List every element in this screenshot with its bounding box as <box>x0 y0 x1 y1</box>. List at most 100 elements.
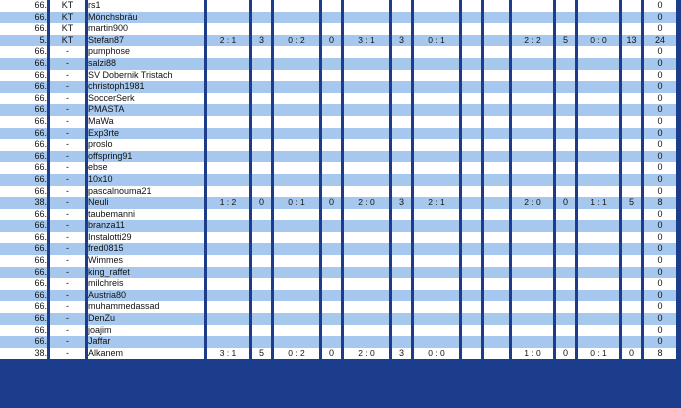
match-points <box>322 289 344 302</box>
match-score <box>578 313 622 325</box>
match-score <box>578 46 622 58</box>
match-points <box>392 0 414 12</box>
region-cell: - <box>50 173 88 186</box>
match-score <box>207 150 252 163</box>
match-score <box>344 208 392 221</box>
match-score: 0 : 1 <box>414 34 462 47</box>
match-score <box>414 231 462 244</box>
match-points <box>556 127 578 140</box>
row-edge <box>679 289 681 302</box>
total-points: 0 <box>644 266 679 279</box>
match-score <box>512 0 556 12</box>
row-edge <box>679 139 681 151</box>
match-points <box>322 255 344 267</box>
match-points <box>556 185 578 198</box>
match-score <box>207 57 252 70</box>
match-score <box>578 150 622 163</box>
match-points <box>622 266 644 279</box>
match-score <box>414 220 462 232</box>
match-points <box>622 81 644 93</box>
match-points: 0 <box>322 197 344 209</box>
region-cell: - <box>50 69 88 82</box>
player-name: Mönchsbräu <box>88 11 207 24</box>
match-score <box>344 104 392 116</box>
player-name: offspring91 <box>88 150 207 163</box>
match-score: 1 : 1 <box>578 197 622 209</box>
match-score <box>414 289 462 302</box>
match-points <box>622 231 644 244</box>
match-score <box>274 162 322 174</box>
player-name: pumphose <box>88 46 207 58</box>
total-points: 0 <box>644 324 679 337</box>
match-score <box>274 243 322 256</box>
player-name: king_raffet <box>88 266 207 279</box>
match-points <box>252 104 274 116</box>
match-score: 0 : 0 <box>414 347 462 360</box>
match-score <box>207 220 252 232</box>
row-edge <box>679 324 681 337</box>
match-points <box>622 150 644 163</box>
row-edge <box>679 197 681 209</box>
match-score: 0 : 1 <box>578 347 622 360</box>
match-score <box>344 313 392 325</box>
match-score <box>512 46 556 58</box>
match-score <box>344 220 392 232</box>
match-points <box>322 23 344 35</box>
match-points <box>322 336 344 348</box>
region-cell: - <box>50 115 88 128</box>
rank-cell: 66. <box>0 57 50 70</box>
total-points: 0 <box>644 313 679 325</box>
row-edge <box>679 104 681 116</box>
match-score <box>207 11 252 24</box>
match-score <box>274 57 322 70</box>
match-score <box>414 243 462 256</box>
rank-cell: 66. <box>0 208 50 221</box>
player-name: DenZu <box>88 313 207 325</box>
region-cell: - <box>50 278 88 290</box>
match-score <box>344 115 392 128</box>
match-points <box>322 0 344 12</box>
match-score <box>207 104 252 116</box>
match-score <box>512 23 556 35</box>
match-points <box>622 139 644 151</box>
table-row: 66. - proslo 0 <box>0 139 681 151</box>
match-score <box>274 324 322 337</box>
match-score <box>207 336 252 348</box>
player-name: Alkanem <box>88 347 207 360</box>
match-score <box>484 139 512 151</box>
player-name: pascalnouma21 <box>88 185 207 198</box>
match-score <box>512 127 556 140</box>
match-score <box>512 336 556 348</box>
match-score <box>512 81 556 93</box>
match-points <box>322 185 344 198</box>
match-score <box>512 139 556 151</box>
match-points <box>252 11 274 24</box>
total-points: 0 <box>644 127 679 140</box>
player-name: rs1 <box>88 0 207 12</box>
match-score <box>578 57 622 70</box>
row-edge <box>679 69 681 82</box>
row-edge <box>679 34 681 47</box>
table-row: 66. - taubemanni 0 <box>0 208 681 221</box>
player-name: Austria80 <box>88 289 207 302</box>
player-name: joajim <box>88 324 207 337</box>
match-score <box>512 208 556 221</box>
table-row: 66. - SoccerSerk 0 <box>0 92 681 105</box>
match-score <box>484 243 512 256</box>
match-points: 5 <box>622 197 644 209</box>
row-edge <box>679 301 681 314</box>
match-points: 5 <box>556 34 578 47</box>
table-row: 66. - milchreis 0 <box>0 278 681 290</box>
match-score <box>414 92 462 105</box>
match-score <box>344 92 392 105</box>
match-points <box>252 243 274 256</box>
player-name: fred0815 <box>88 243 207 256</box>
table-row: 66. KT martin900 0 <box>0 23 681 35</box>
match-score: 3 : 1 <box>344 34 392 47</box>
match-score <box>512 266 556 279</box>
match-score <box>414 208 462 221</box>
match-score <box>484 255 512 267</box>
match-points: 3 <box>252 34 274 47</box>
match-points <box>252 173 274 186</box>
match-points <box>622 301 644 314</box>
